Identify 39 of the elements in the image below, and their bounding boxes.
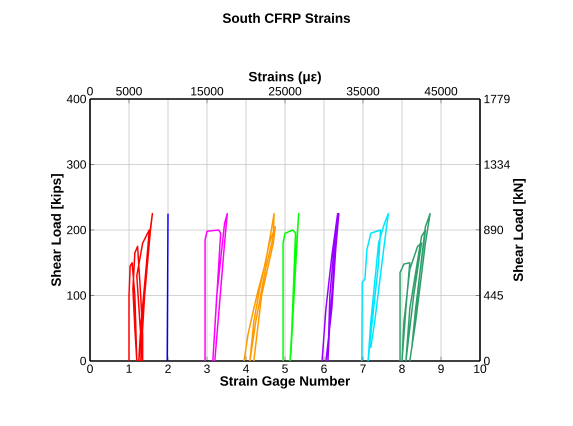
- x2-tick-label: 25000: [268, 86, 302, 96]
- y-tick-label: 300: [66, 160, 86, 169]
- x-tick-label: 4: [242, 364, 249, 373]
- x-tick-label: 9: [438, 364, 444, 374]
- line-series: [128, 212, 154, 361]
- x-tick-label: 1: [126, 364, 132, 373]
- y2-tick-label: 1334: [484, 160, 510, 169]
- x-axis-title: Strain Gage Number: [220, 376, 350, 389]
- line-series: [321, 212, 340, 361]
- y-axis-title: Shear Load [kips]: [50, 174, 64, 286]
- y-tick-label: 0: [80, 356, 86, 366]
- x-tick-label: 10: [474, 364, 486, 374]
- y2-axis-title: Shear Load [kN]: [513, 179, 526, 282]
- y2-tick-label: 445: [484, 291, 504, 300]
- x2-tick-label: 5000: [116, 86, 142, 96]
- x2-axis-title: Strains (με): [248, 72, 321, 84]
- x2-tick-label: 35000: [346, 86, 380, 96]
- x-tick-label: 5: [282, 364, 288, 373]
- line-series: [204, 212, 228, 361]
- x-tick-label: 3: [204, 364, 210, 374]
- x2-tick-label: 15000: [191, 86, 224, 96]
- x-tick-label: 0: [87, 364, 93, 374]
- y-tick-label: 200: [67, 226, 86, 234]
- line-series: [282, 212, 300, 361]
- y-tick-label: 400: [66, 94, 86, 104]
- x2-tick-label: 45000: [424, 86, 458, 96]
- x-tick-label: 2: [165, 364, 171, 373]
- x-tick-label: 6: [321, 364, 327, 374]
- chart-title: South CFRP Strains: [222, 13, 350, 23]
- y2-tick-label: 1779: [484, 94, 510, 104]
- x-tick-label: 7: [360, 364, 366, 373]
- line-series: [399, 212, 431, 361]
- y2-tick-label: 0: [484, 356, 490, 366]
- line-series: [361, 212, 390, 361]
- y-tick-label: 100: [67, 291, 86, 300]
- x2-tick-label: 0: [87, 86, 93, 96]
- y2-tick-label: 890: [484, 226, 504, 234]
- x-tick-label: 8: [399, 364, 405, 374]
- line-series: [243, 212, 276, 361]
